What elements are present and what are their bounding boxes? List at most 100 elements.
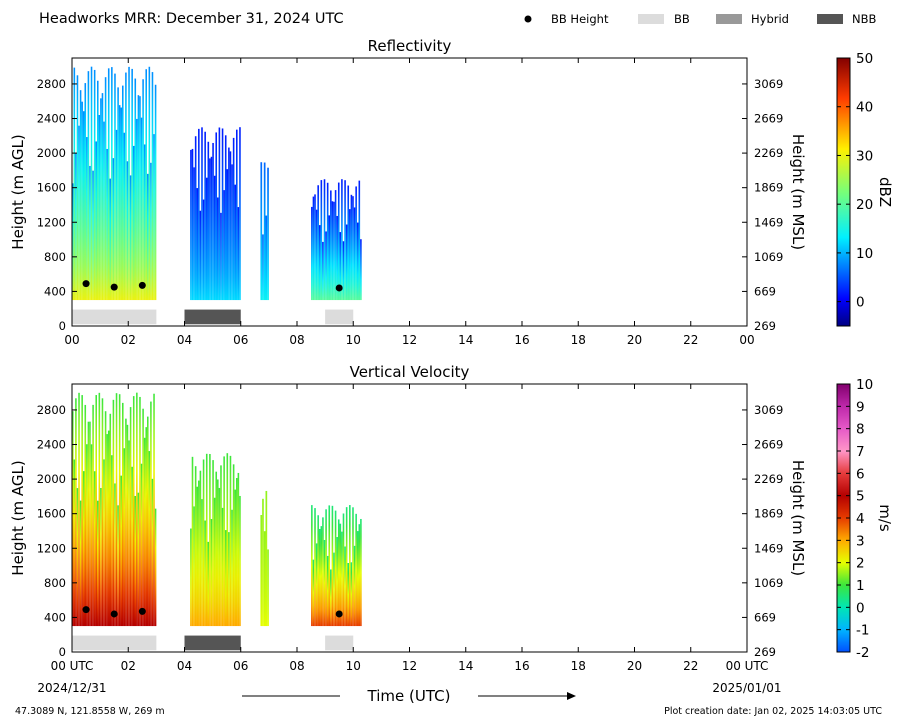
echo-segment bbox=[311, 505, 362, 627]
echo-column bbox=[145, 427, 147, 627]
echo-column bbox=[107, 430, 110, 627]
x-tick-label: 18 bbox=[571, 333, 586, 347]
echo-column bbox=[150, 401, 152, 627]
echo-column bbox=[117, 505, 119, 627]
echo-column bbox=[143, 437, 146, 627]
bb-height-point bbox=[110, 283, 118, 291]
colorbar-tick-label: 0 bbox=[856, 295, 865, 311]
echo-column bbox=[221, 507, 224, 627]
echo-column bbox=[262, 234, 264, 301]
echo-column bbox=[100, 487, 102, 627]
colorbar-label: m/s bbox=[876, 504, 894, 532]
echo-column bbox=[118, 394, 121, 627]
echo-column bbox=[78, 392, 80, 627]
colorbar bbox=[836, 57, 851, 327]
echo-column bbox=[154, 508, 157, 627]
legend-label-bb: BB bbox=[674, 12, 690, 26]
time-arrow-head bbox=[567, 692, 576, 700]
echo-column bbox=[349, 209, 351, 301]
bb-type-bar bbox=[184, 635, 241, 651]
colorbar-tick-label: 50 bbox=[856, 51, 873, 67]
x-tick-label: 20 bbox=[627, 659, 642, 673]
echo-segment bbox=[72, 392, 157, 627]
echo-column bbox=[97, 80, 99, 301]
echo-column bbox=[267, 549, 269, 627]
echo-column bbox=[217, 479, 219, 627]
echo-column bbox=[117, 87, 119, 301]
colorbar-tick-label: 2 bbox=[856, 556, 865, 572]
echo-column bbox=[213, 497, 216, 627]
y-tick-label: 800 bbox=[44, 576, 66, 590]
echo-column bbox=[349, 505, 351, 627]
echo-column bbox=[201, 127, 203, 301]
colorbar-tick-label: 3 bbox=[856, 533, 865, 549]
legend-label-hybrid: Hybrid bbox=[751, 12, 789, 26]
echo-column bbox=[201, 499, 203, 627]
y-right-tick-label: 1469 bbox=[754, 541, 783, 555]
echo-column bbox=[215, 132, 218, 301]
bb-height-point bbox=[138, 607, 146, 615]
echo-column bbox=[123, 448, 126, 627]
echo-column bbox=[350, 194, 353, 301]
echo-column bbox=[224, 135, 227, 301]
echo-column bbox=[101, 93, 104, 301]
echo-column bbox=[325, 509, 327, 627]
echo-segment bbox=[72, 66, 157, 301]
echo-column bbox=[331, 505, 334, 627]
echo-column bbox=[137, 492, 140, 627]
echo-column bbox=[140, 463, 143, 627]
echo-column bbox=[115, 393, 118, 627]
echo-column bbox=[72, 183, 74, 301]
x-tick-label: 08 bbox=[289, 659, 304, 673]
echo-column bbox=[236, 129, 238, 301]
y-tick-label: 0 bbox=[59, 319, 66, 333]
echo-column bbox=[217, 197, 219, 301]
plot-creation-date: Plot creation date: Jan 02, 2025 14:03:0… bbox=[664, 706, 882, 717]
echo-column bbox=[356, 531, 359, 627]
echo-column bbox=[111, 455, 113, 627]
echo-column bbox=[73, 67, 76, 301]
echo-column bbox=[209, 158, 211, 301]
echo-column bbox=[202, 459, 205, 627]
echo-column bbox=[210, 156, 213, 301]
echo-column bbox=[76, 488, 79, 627]
echo-column bbox=[205, 177, 208, 301]
colorbar-tick-label: 0 bbox=[856, 600, 865, 616]
echo-column bbox=[106, 148, 108, 301]
echo-column bbox=[90, 444, 93, 627]
colorbar-tick-label: 6 bbox=[856, 466, 865, 482]
echo-column bbox=[344, 180, 346, 301]
colorbar-tick-label: 5 bbox=[856, 489, 865, 505]
echo-column bbox=[237, 207, 240, 301]
x-tick-label: 14 bbox=[458, 659, 473, 673]
y-axis-right-label: Height (m MSL) bbox=[789, 134, 807, 250]
echo-column bbox=[196, 188, 199, 301]
echo-column bbox=[315, 209, 318, 301]
legend-label-nbb: NBB bbox=[852, 12, 876, 26]
bb-height-point bbox=[335, 610, 343, 618]
echo-column bbox=[328, 215, 331, 301]
echo-column bbox=[232, 137, 235, 301]
echo-column bbox=[312, 196, 315, 301]
echo-column bbox=[120, 475, 122, 627]
y-tick-label: 800 bbox=[44, 250, 66, 264]
echo-column bbox=[326, 555, 329, 627]
bb-type-bar bbox=[325, 635, 354, 651]
echo-column bbox=[231, 164, 233, 301]
y-tick-label: 1200 bbox=[37, 541, 66, 555]
echo-column bbox=[336, 215, 338, 301]
echo-column bbox=[212, 142, 214, 301]
x-tick-label: 10 bbox=[346, 659, 361, 673]
echo-column bbox=[123, 132, 126, 301]
echo-column bbox=[263, 531, 266, 627]
echo-column bbox=[205, 453, 208, 627]
y-tick-label: 400 bbox=[44, 610, 66, 624]
echo-column bbox=[226, 453, 229, 627]
echo-column bbox=[311, 505, 313, 627]
echo-column bbox=[210, 519, 213, 627]
x-tick-label: 02 bbox=[121, 659, 136, 673]
echo-segment bbox=[260, 162, 269, 301]
echo-column bbox=[198, 128, 200, 301]
echo-column bbox=[104, 77, 107, 301]
